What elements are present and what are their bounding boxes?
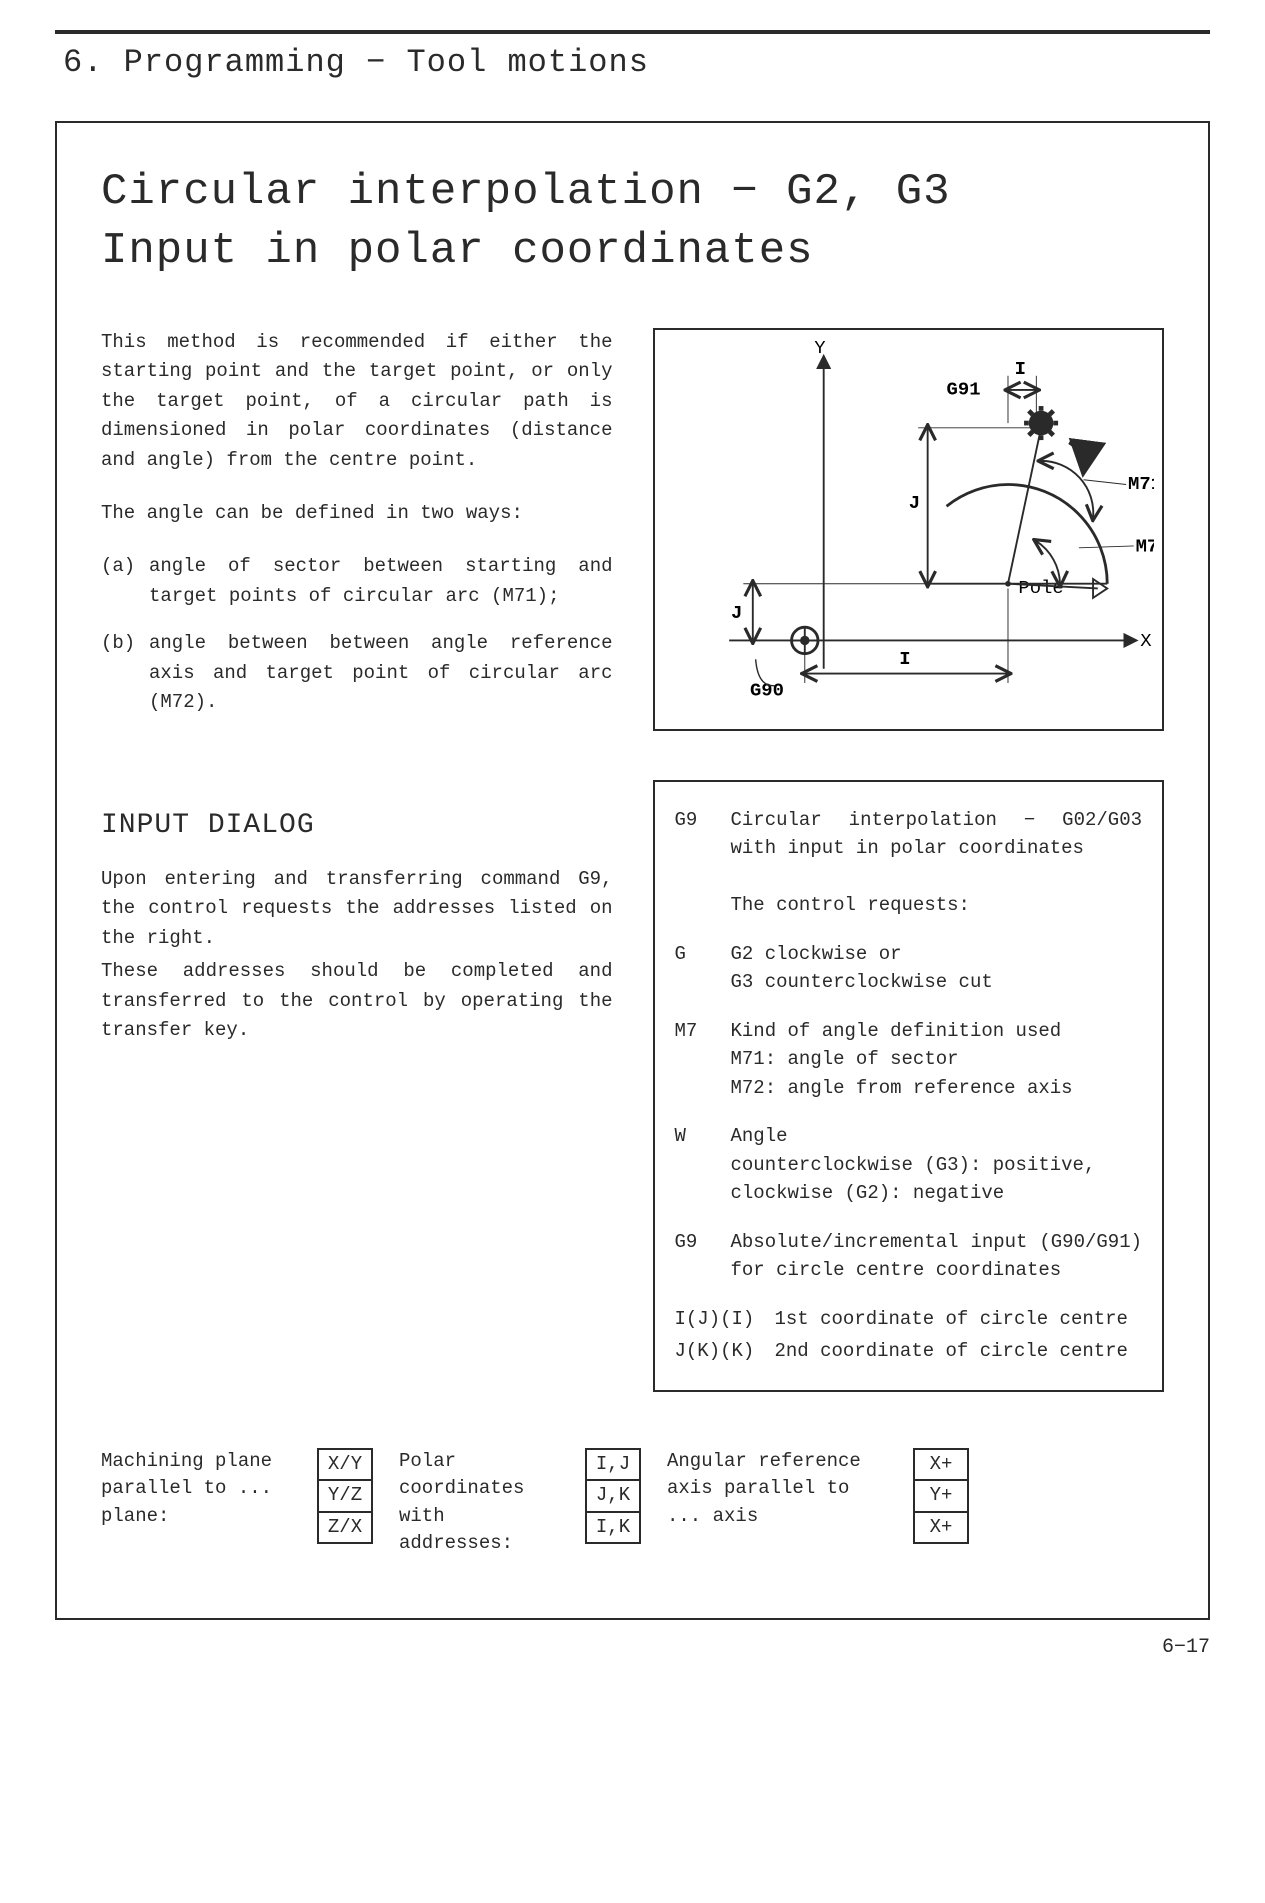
list-text-a: angle of sector between starting and tar…: [149, 552, 613, 611]
top-rule: [55, 30, 1210, 34]
dlg-desc-m7: Kind of angle definition used M71: angle…: [731, 1017, 1143, 1103]
g91-label: G91: [946, 378, 980, 400]
axis-y-label: Y: [814, 338, 825, 359]
dlg-desc-w: Angle counterclockwise (G3): positive, c…: [731, 1122, 1143, 1208]
dlg-code-m7: M7: [675, 1017, 731, 1103]
axis-x-label: X: [1140, 630, 1151, 652]
intro-left: This method is recommended if either the…: [101, 328, 613, 736]
i-top-label: I: [1014, 358, 1025, 380]
list-text-b: angle between between angle reference ax…: [149, 629, 613, 717]
polar-box-2: I,K: [585, 1511, 641, 1545]
dialog-left: INPUT DIALOG Upon entering and transferr…: [101, 780, 613, 1070]
plane-box-0: X/Y: [317, 1448, 373, 1482]
dlg-code-w: W: [675, 1122, 731, 1208]
content-frame: Circular interpolation − G2, G3 Input in…: [55, 121, 1210, 1620]
list-label-b: (b): [101, 629, 149, 717]
intro-paragraph-1: This method is recommended if either the…: [101, 328, 613, 475]
main-title-line1: Circular interpolation − G2, G3: [101, 163, 1164, 222]
dlg-desc-g9b: Absolute/incremental input (G90/G91) for…: [731, 1228, 1143, 1285]
m71-label: M71: [1128, 473, 1154, 495]
diagram-box: X Y Pole: [653, 328, 1165, 731]
dialog-right: G9 Circular interpolation − G02/G03 with…: [653, 780, 1165, 1392]
input-dialog-p1: Upon entering and transferring command G…: [101, 865, 613, 953]
plane-boxes: X/Y Y/Z Z/X: [317, 1448, 373, 1545]
ref-box-2: X+: [913, 1511, 969, 1545]
i-bottom-label: I: [899, 648, 910, 670]
j-mid-label: J: [908, 492, 919, 514]
polar-diagram: X Y Pole: [663, 338, 1155, 716]
pole-label: Pole: [1018, 577, 1063, 599]
ref-box-0: X+: [913, 1448, 969, 1482]
ref-box-1: Y+: [913, 1479, 969, 1513]
polar-boxes: I,J J,K I,K: [585, 1448, 641, 1545]
dlg-code-g9a: G9: [675, 806, 731, 920]
m72-label: M72: [1135, 535, 1154, 557]
dlg-desc-jkk: 2nd coordinate of circle centre: [775, 1337, 1143, 1366]
lower-two-col: INPUT DIALOG Upon entering and transferr…: [101, 780, 1164, 1392]
intro-paragraph-2: The angle can be defined in two ways:: [101, 499, 613, 528]
page-number: 6−17: [55, 1636, 1210, 1659]
footer-block: Machining plane parallel to ... plane: X…: [101, 1448, 1164, 1558]
list-label-a: (a): [101, 552, 149, 611]
input-dialog-box: G9 Circular interpolation − G02/G03 with…: [653, 780, 1165, 1392]
plane-box-1: Y/Z: [317, 1479, 373, 1513]
polar-box-1: J,K: [585, 1479, 641, 1513]
dlg-code-iji: I(J)(I): [675, 1305, 775, 1334]
dlg-row-g9b: G9 Absolute/incremental input (G90/G91) …: [675, 1228, 1143, 1285]
g90-label: G90: [749, 679, 783, 701]
upper-two-col: This method is recommended if either the…: [101, 328, 1164, 736]
plane-box-2: Z/X: [317, 1511, 373, 1545]
list-item-a: (a) angle of sector between starting and…: [101, 552, 613, 611]
dlg-code-jkk: J(K)(K): [675, 1337, 775, 1366]
dlg-row-m7: M7 Kind of angle definition used M71: an…: [675, 1017, 1143, 1103]
chapter-title: 6. Programming − Tool motions: [63, 44, 1210, 81]
dlg-row-iji: I(J)(I) 1st coordinate of circle centre: [675, 1305, 1143, 1334]
list-item-b: (b) angle between between angle referenc…: [101, 629, 613, 717]
input-dialog-heading: INPUT DIALOG: [101, 804, 613, 847]
dlg-desc-iji: 1st coordinate of circle centre: [775, 1305, 1143, 1334]
dlg-row-w: W Angle counterclockwise (G3): positive,…: [675, 1122, 1143, 1208]
main-title: Circular interpolation − G2, G3 Input in…: [101, 163, 1164, 282]
polar-box-0: I,J: [585, 1448, 641, 1482]
dlg-desc-g: G2 clockwise or G3 counterclockwise cut: [731, 940, 1143, 997]
footer-ref-text: Angular reference axis parallel to ... a…: [667, 1448, 887, 1531]
dlg-desc-g9a: Circular interpolation − G02/G03 with in…: [731, 806, 1143, 920]
footer-polar-text: Polar coordinates with addresses:: [399, 1448, 559, 1558]
footer-plane-text: Machining plane parallel to ... plane:: [101, 1448, 291, 1531]
dlg-row-g: G G2 clockwise or G3 counterclockwise cu…: [675, 940, 1143, 997]
input-dialog-p2: These addresses should be completed and …: [101, 957, 613, 1045]
diagram-col: X Y Pole: [653, 328, 1165, 731]
ref-boxes: X+ Y+ X+: [913, 1448, 969, 1545]
dlg-code-g: G: [675, 940, 731, 997]
main-title-line2: Input in polar coordinates: [101, 222, 1164, 281]
j-left-label: J: [731, 602, 742, 624]
dlg-row-g9a: G9 Circular interpolation − G02/G03 with…: [675, 806, 1143, 920]
dlg-code-g9b: G9: [675, 1228, 731, 1285]
dlg-row-jkk: J(K)(K) 2nd coordinate of circle centre: [675, 1337, 1143, 1366]
